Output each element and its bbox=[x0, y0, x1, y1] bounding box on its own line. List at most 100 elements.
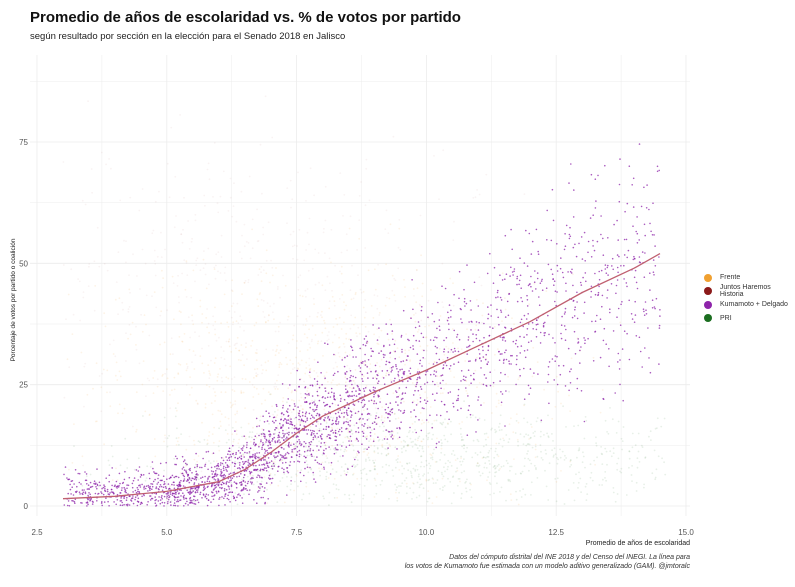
data-point bbox=[197, 478, 200, 481]
data-point bbox=[196, 257, 199, 260]
data-point bbox=[310, 440, 313, 443]
data-point bbox=[229, 453, 232, 456]
data-point bbox=[378, 336, 381, 338]
data-point bbox=[287, 433, 290, 436]
data-point bbox=[364, 311, 367, 314]
data-point bbox=[375, 402, 378, 405]
data-point bbox=[391, 289, 394, 292]
data-point bbox=[323, 466, 325, 469]
data-point bbox=[168, 488, 170, 490]
data-point bbox=[257, 456, 259, 459]
data-point bbox=[453, 329, 456, 332]
data-point bbox=[596, 314, 598, 317]
data-point bbox=[69, 488, 72, 491]
data-point bbox=[517, 421, 520, 424]
data-point bbox=[349, 438, 351, 440]
data-point bbox=[442, 475, 445, 478]
data-point bbox=[540, 421, 542, 423]
data-point bbox=[303, 425, 306, 427]
data-point bbox=[461, 321, 463, 324]
data-point bbox=[260, 440, 262, 443]
data-point bbox=[369, 414, 372, 417]
data-point bbox=[379, 483, 382, 486]
data-point bbox=[370, 429, 373, 431]
data-point bbox=[624, 210, 626, 213]
data-point bbox=[231, 433, 234, 436]
data-point bbox=[108, 505, 110, 507]
data-point bbox=[290, 444, 292, 447]
data-point bbox=[298, 439, 300, 441]
data-point bbox=[637, 450, 640, 453]
data-point bbox=[335, 317, 337, 320]
data-point bbox=[403, 479, 406, 482]
data-point bbox=[392, 338, 394, 341]
data-point bbox=[387, 452, 390, 455]
data-point bbox=[259, 489, 262, 492]
data-point bbox=[525, 229, 527, 232]
data-point bbox=[526, 349, 529, 351]
data-point bbox=[240, 359, 242, 362]
data-point bbox=[171, 275, 174, 278]
data-point bbox=[257, 486, 260, 488]
data-point bbox=[330, 261, 332, 264]
data-point bbox=[597, 291, 600, 294]
data-point bbox=[555, 481, 558, 483]
data-point bbox=[234, 492, 237, 494]
data-point bbox=[256, 298, 259, 301]
data-point bbox=[583, 420, 586, 423]
data-point bbox=[527, 313, 529, 315]
data-point bbox=[106, 490, 109, 493]
data-point bbox=[213, 475, 216, 478]
data-point bbox=[434, 383, 436, 386]
data-point bbox=[291, 338, 294, 341]
data-point bbox=[336, 433, 339, 435]
data-point bbox=[277, 435, 280, 437]
data-point bbox=[356, 335, 358, 338]
data-point bbox=[474, 196, 477, 199]
data-point bbox=[377, 394, 380, 397]
data-point bbox=[119, 492, 122, 494]
data-point bbox=[175, 409, 178, 412]
data-point bbox=[183, 479, 185, 482]
data-point bbox=[296, 245, 298, 247]
data-point bbox=[606, 289, 609, 291]
data-point bbox=[287, 422, 290, 425]
data-point bbox=[365, 460, 367, 462]
data-point bbox=[106, 269, 109, 272]
data-point bbox=[504, 316, 507, 318]
data-point bbox=[62, 161, 65, 163]
data-point bbox=[381, 406, 384, 408]
legend-dot bbox=[704, 273, 712, 282]
data-point bbox=[404, 392, 407, 395]
data-point bbox=[281, 446, 283, 449]
data-point bbox=[576, 301, 578, 303]
data-point bbox=[259, 419, 261, 422]
data-point bbox=[377, 263, 379, 266]
data-point bbox=[488, 459, 490, 462]
data-point bbox=[247, 458, 250, 460]
data-point bbox=[400, 447, 403, 450]
data-point bbox=[397, 373, 399, 376]
data-point bbox=[461, 421, 463, 423]
data-point bbox=[158, 190, 160, 193]
data-point bbox=[286, 467, 289, 469]
data-point bbox=[394, 446, 397, 449]
data-point bbox=[429, 414, 431, 417]
data-point bbox=[340, 265, 343, 268]
data-point bbox=[94, 420, 97, 423]
caption-line: los votos de Kumamoto fue estimada con u… bbox=[404, 563, 690, 570]
data-point bbox=[323, 322, 326, 324]
data-point bbox=[581, 258, 584, 260]
data-point bbox=[256, 425, 258, 428]
data-point bbox=[345, 427, 348, 430]
data-point bbox=[565, 282, 567, 285]
data-point bbox=[428, 432, 431, 434]
data-point bbox=[610, 455, 613, 458]
data-point bbox=[240, 257, 243, 260]
data-point bbox=[313, 433, 315, 435]
data-point bbox=[282, 397, 285, 399]
data-point bbox=[501, 339, 504, 341]
data-point bbox=[475, 334, 478, 336]
data-point bbox=[316, 404, 319, 407]
data-point bbox=[162, 475, 165, 478]
